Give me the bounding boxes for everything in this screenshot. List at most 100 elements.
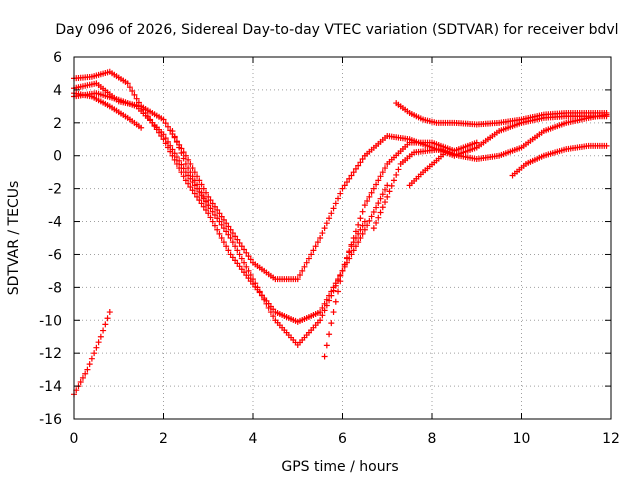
- y-tick-label: -16: [39, 412, 62, 428]
- data-point: [238, 255, 245, 262]
- data-point: [330, 309, 337, 316]
- data-point: [368, 189, 375, 196]
- data-point: [321, 307, 328, 314]
- data-point: [348, 243, 355, 250]
- y-tick-label: 0: [53, 149, 62, 165]
- data-point: [162, 135, 169, 142]
- data-point: [229, 230, 236, 237]
- data-point: [223, 243, 230, 250]
- data-point: [382, 165, 389, 172]
- data-point: [138, 124, 145, 131]
- data-point: [209, 200, 216, 207]
- data-point: [129, 88, 136, 95]
- data-point: [364, 197, 371, 204]
- data-point: [373, 204, 380, 211]
- data-point: [355, 162, 362, 169]
- y-tick-label: 4: [53, 83, 62, 99]
- data-point: [373, 181, 380, 188]
- data-point: [357, 215, 364, 222]
- data-point: [133, 95, 140, 102]
- y-tick-label: -8: [48, 280, 62, 296]
- data-point: [176, 144, 183, 151]
- data-point: [86, 361, 93, 368]
- series-arc-7: [321, 218, 368, 360]
- data-point: [79, 374, 86, 381]
- data-point: [88, 355, 95, 362]
- data-point: [211, 211, 218, 218]
- data-point: [229, 239, 236, 246]
- data-point: [207, 205, 214, 212]
- y-tick-label: 6: [53, 50, 62, 66]
- data-point: [377, 195, 384, 202]
- data-point: [377, 173, 384, 180]
- data-point: [218, 235, 225, 241]
- data-point: [227, 226, 234, 233]
- y-tick-label: -10: [39, 313, 62, 329]
- data-point: [337, 278, 344, 285]
- data-point: [296, 272, 303, 279]
- data-point: [97, 333, 104, 340]
- data-point: [169, 128, 176, 135]
- data-point: [379, 169, 386, 176]
- data-point: [207, 214, 214, 221]
- data-point: [171, 150, 178, 157]
- data-point: [77, 378, 84, 385]
- data-point: [106, 309, 113, 316]
- data-point: [250, 276, 256, 283]
- data-point: [214, 215, 221, 222]
- data-point: [185, 180, 192, 187]
- data-point: [386, 188, 393, 195]
- data-point: [216, 218, 223, 225]
- data-point: [341, 182, 348, 189]
- x-tick-label: 6: [338, 431, 347, 447]
- data-point: [234, 236, 241, 243]
- chart-title: Day 096 of 2026, Sidereal Day-to-day VTE…: [55, 22, 618, 38]
- data-point: [339, 185, 346, 192]
- data-point: [332, 200, 339, 207]
- data-point: [294, 276, 301, 283]
- data-point: [346, 175, 353, 182]
- data-point: [350, 239, 357, 246]
- data-point: [178, 161, 185, 168]
- series-arc-2: [71, 68, 391, 325]
- data-point: [220, 239, 227, 246]
- data-point: [352, 165, 359, 172]
- data-point: [319, 230, 326, 237]
- data-point: [185, 156, 192, 163]
- data-point: [317, 317, 324, 324]
- data-point: [321, 353, 328, 360]
- data-point: [373, 219, 380, 226]
- data-point: [350, 247, 357, 254]
- series-arc-11: [509, 142, 610, 179]
- data-point: [319, 312, 326, 319]
- x-tick-label: 4: [249, 431, 258, 447]
- data-point: [355, 221, 362, 228]
- data-point: [232, 243, 239, 250]
- series-arc-8: [370, 111, 610, 232]
- data-point: [603, 109, 610, 116]
- data-point: [323, 220, 330, 227]
- data-point: [191, 177, 198, 184]
- data-point: [335, 195, 342, 202]
- data-point: [196, 197, 203, 204]
- data-point: [194, 181, 201, 188]
- data-point: [209, 208, 216, 215]
- data-point: [384, 193, 391, 200]
- data-point: [218, 213, 225, 220]
- data-point: [82, 370, 89, 377]
- data-point: [375, 177, 382, 184]
- data-point: [182, 177, 189, 184]
- data-point: [332, 298, 339, 305]
- data-point: [200, 193, 207, 200]
- data-point: [131, 91, 138, 98]
- data-point: [352, 235, 359, 241]
- x-tick-label: 8: [428, 431, 437, 447]
- data-point: [442, 149, 449, 156]
- data-point: [93, 344, 100, 351]
- data-point: [247, 256, 254, 263]
- data-point: [310, 247, 317, 254]
- series-arc-10: [406, 149, 449, 189]
- y-tick-label: -4: [48, 215, 62, 231]
- data-point: [350, 169, 357, 176]
